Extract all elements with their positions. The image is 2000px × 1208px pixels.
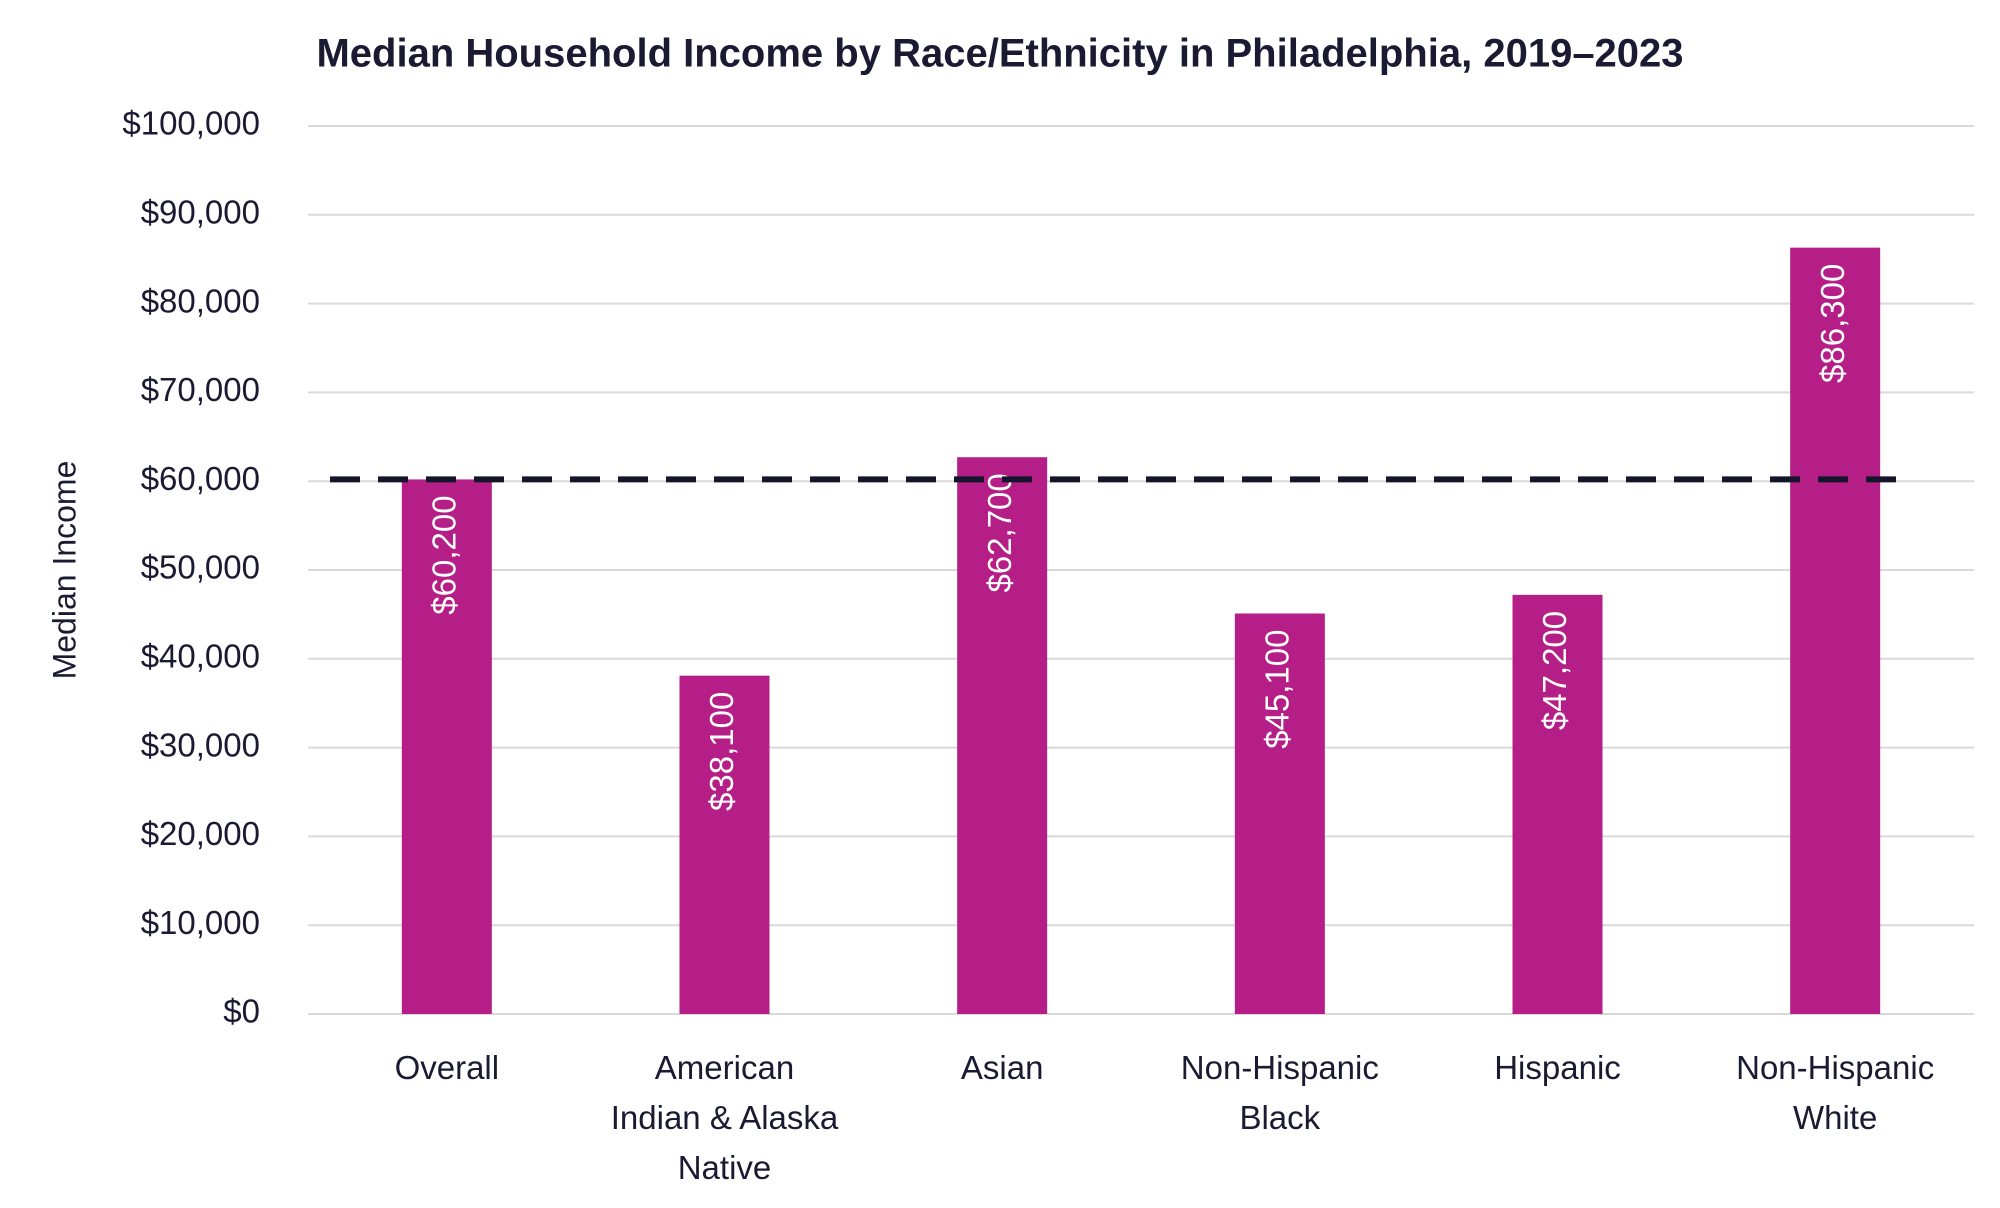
- bar: [1512, 594, 1603, 1014]
- value-label: $47,200: [1536, 611, 1573, 730]
- y-axis-title: Median Income: [46, 461, 82, 680]
- chart-title: Median Household Income by Race/Ethnicit…: [316, 32, 1683, 76]
- y-tick-label: $30,000: [141, 726, 260, 763]
- bar: [679, 675, 770, 1014]
- value-label: $62,700: [981, 473, 1018, 592]
- x-tick-label: Overall: [394, 1049, 500, 1086]
- x-tick-label: Non-Hispanic White: [1736, 1049, 1935, 1136]
- y-tick-label: $20,000: [141, 815, 260, 852]
- value-label: $45,100: [1259, 630, 1296, 749]
- bar: [1234, 613, 1325, 1014]
- x-tick-label: American Indian & Alaska Native: [610, 1049, 839, 1186]
- y-tick-label: $0: [223, 993, 260, 1030]
- x-tick-label: Asian: [960, 1049, 1044, 1086]
- value-label: $86,300: [1814, 264, 1851, 383]
- bar: [957, 457, 1048, 1014]
- y-tick-label: $60,000: [141, 460, 260, 497]
- y-tick-label: $70,000: [141, 371, 260, 408]
- x-tick-label: Hispanic: [1494, 1049, 1621, 1086]
- y-tick-label: $90,000: [141, 194, 260, 231]
- y-tick-label: $80,000: [141, 282, 260, 319]
- y-tick-label: $10,000: [141, 904, 260, 941]
- bar: [401, 479, 492, 1014]
- bar: [1790, 247, 1881, 1014]
- x-tick-label: Non-Hispanic Black: [1180, 1049, 1379, 1136]
- y-tick-label: $40,000: [141, 638, 260, 675]
- value-label: $38,100: [703, 692, 740, 811]
- value-label: $60,200: [426, 495, 463, 614]
- y-tick-label: $50,000: [141, 549, 260, 586]
- y-tick-label: $100,000: [122, 105, 260, 142]
